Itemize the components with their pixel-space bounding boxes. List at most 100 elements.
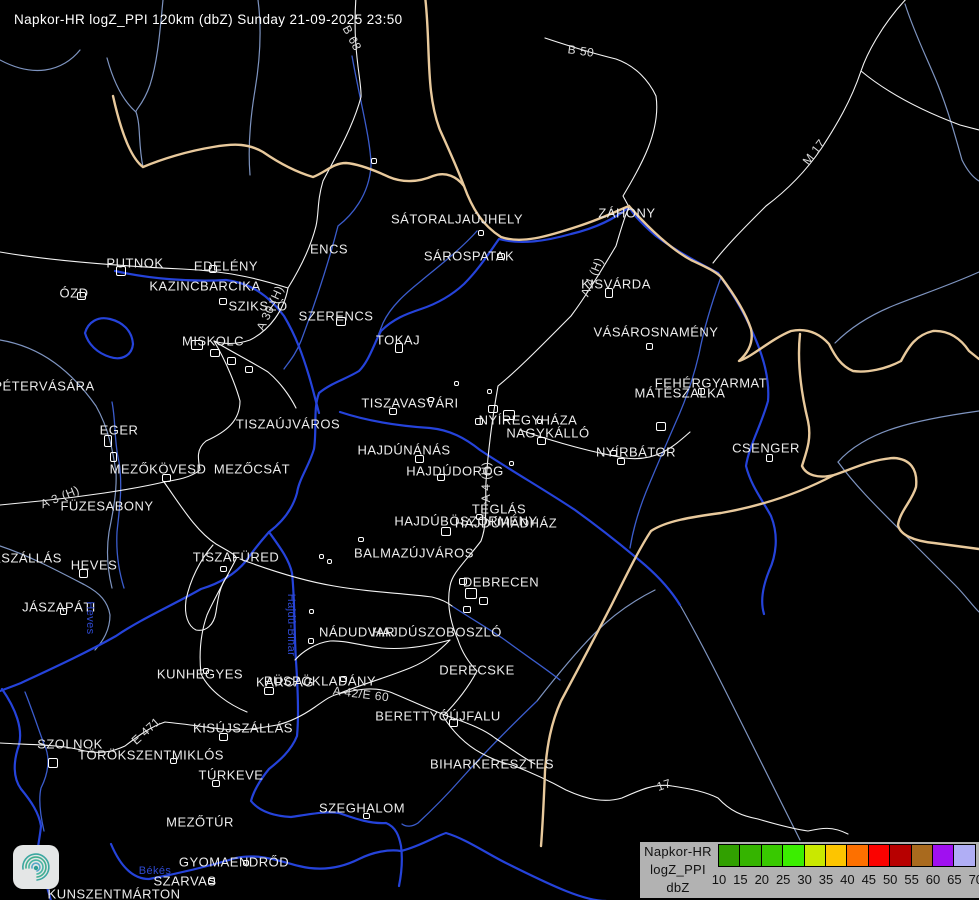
city-label: NYÍREGYHÁZA (478, 412, 578, 428)
urban-area-outline (437, 473, 445, 481)
urban-area-outline (448, 719, 458, 727)
road-line (519, 429, 691, 460)
urban-area-outline (169, 758, 177, 764)
urban-area-outline (78, 568, 88, 578)
country-border (797, 332, 979, 551)
city-label: JÁSZAPÁTI (22, 599, 96, 615)
urban-area-outline (465, 587, 477, 599)
city-label: TOKAJ (375, 332, 421, 348)
road-line (497, 206, 630, 387)
urban-area-outline (609, 450, 617, 456)
region-label: Heves (84, 601, 96, 635)
city-label: KUNHEGYES (156, 666, 244, 682)
city-label: ENCS (309, 241, 349, 257)
urban-area-outline (48, 758, 58, 768)
urban-area-outline (617, 457, 625, 465)
city-label: DERECSKE (439, 662, 515, 678)
legend-line1: Napkor-HR (644, 844, 712, 859)
urban-area-outline (395, 343, 403, 353)
urban-area-outline (212, 779, 220, 787)
dbz-tick-label: 15 (733, 872, 748, 887)
dbz-tick-label: 55 (904, 872, 919, 887)
urban-area-outline (209, 265, 217, 273)
dbz-swatch (953, 844, 976, 867)
city-label: HAJDÚDOROG (406, 463, 504, 479)
urban-area-outline (656, 421, 666, 431)
country-border (627, 204, 979, 373)
dbz-tick-label: 65 (947, 872, 962, 887)
dbz-tick-label: 60 (925, 872, 941, 887)
county-line (0, 545, 111, 651)
county-line (0, 49, 81, 72)
city-label: KAZINCBARCIKA (149, 278, 261, 294)
urban-area-outline (362, 813, 370, 819)
city-label: KARCAG (256, 674, 314, 690)
road-line (0, 340, 241, 506)
road-line (294, 639, 451, 661)
urban-area-outline (497, 252, 505, 260)
urban-area-outline (203, 668, 209, 674)
city-label: TÉGLÁS (471, 501, 527, 517)
country-border (424, 0, 466, 188)
urban-area-outline (219, 297, 227, 305)
city-label: MISKOLC (181, 333, 245, 349)
county-line (904, 3, 979, 182)
road-line (239, 558, 453, 607)
urban-area-outline (459, 577, 467, 585)
county-line (837, 410, 979, 463)
city-label: TISZAÚJVÁROS (235, 416, 341, 432)
road-line (511, 764, 849, 835)
urban-area-outline (308, 638, 314, 644)
city-label: MEZŐTÚR (166, 814, 234, 830)
city-label: SZERENCS (298, 308, 374, 324)
dbz-tick-label: 30 (797, 872, 812, 887)
city-label: HAJDÚNÁNÁS (357, 442, 451, 458)
dbz-swatch (803, 844, 825, 867)
river-line (375, 230, 478, 342)
urban-area-outline (210, 349, 220, 357)
city-label: EDELÉNY (193, 258, 259, 274)
river-line (451, 605, 561, 681)
urban-area-outline (389, 407, 397, 415)
road-line (0, 688, 536, 765)
dbz-tick-label: 35 (818, 872, 834, 887)
urban-area-outline (226, 357, 236, 365)
city-label: MEZŐKÖVESD (109, 461, 207, 477)
city-label: BERETTYÓÚJFALU (375, 708, 501, 724)
legend-line2: logZ_PPI (650, 862, 706, 877)
county-line (837, 461, 979, 613)
urban-area-outline (371, 158, 377, 164)
urban-area-outline (109, 452, 117, 462)
city-label: NAGYKÁLLÓ (506, 425, 590, 441)
dbz-tick-label: 45 (861, 872, 877, 887)
river-line (111, 401, 125, 589)
city-label: PÉTERVÁSÁRA (0, 378, 95, 394)
urban-area-outline (475, 417, 483, 425)
urban-area-outline (508, 460, 514, 466)
urban-area-outline (358, 536, 364, 542)
road-line (0, 251, 289, 289)
river-line (24, 691, 49, 832)
urban-area-outline (116, 266, 126, 276)
county-line (536, 589, 656, 702)
road-line (213, 0, 362, 345)
city-label: SÁTORALJAÚJHELY (390, 211, 524, 227)
dbz-legend: Napkor-HR logZ_PPI dbZ 10 15 20 25 30 35 40 45 5… (640, 842, 979, 898)
urban-area-outline (59, 607, 67, 615)
dbz-tick-label: 10 (711, 872, 727, 887)
urban-area-outline (765, 454, 773, 462)
river-line (109, 831, 607, 900)
city-label: BIHARKERESZTES (429, 756, 555, 772)
city-label: ÓZD (59, 285, 89, 301)
urban-area-outline (428, 396, 434, 402)
urban-area-outline (536, 418, 542, 424)
dbz-tick-label: 20 (754, 872, 770, 887)
road-line (213, 340, 297, 409)
dbz-swatch (889, 844, 911, 867)
city-label: KISVÁRDA (581, 276, 651, 292)
urban-area-outline (453, 380, 459, 386)
urban-area-outline (486, 388, 492, 394)
road-line (337, 639, 451, 695)
